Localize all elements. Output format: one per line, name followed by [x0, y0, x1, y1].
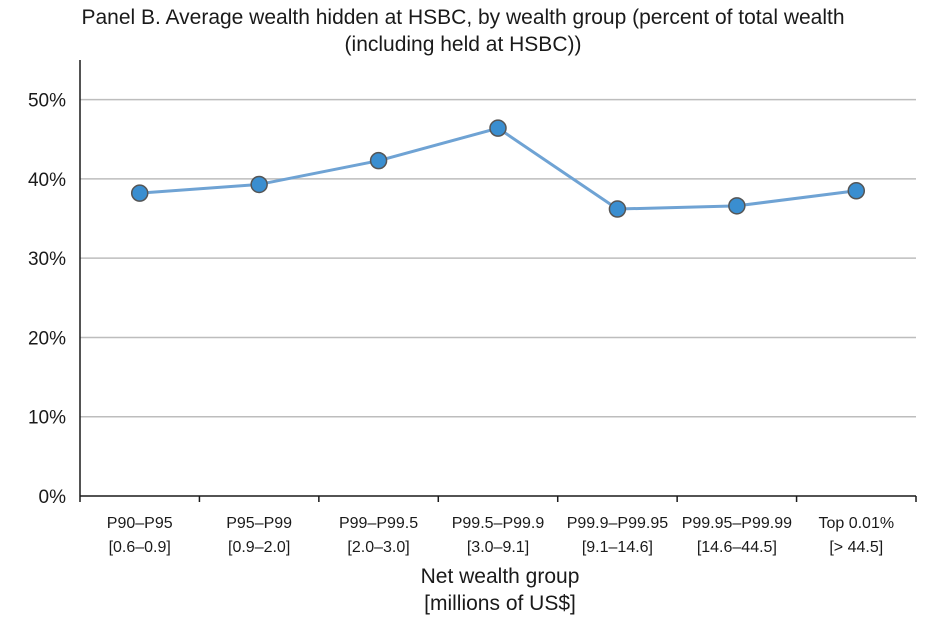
x-tick-label-range: [9.1–14.6]	[582, 539, 653, 556]
x-tick-label-group: P99–P99.5	[339, 515, 418, 532]
data-point	[608, 200, 627, 218]
chart-title-line2: (including held at HSBC))	[344, 33, 582, 56]
x-tick-label-range: [0.6–0.9]	[109, 539, 171, 556]
y-tick-label: 40%	[28, 170, 66, 191]
x-tick-label-range: [14.6–44.5]	[697, 539, 777, 556]
grid-lines	[80, 98, 916, 418]
y-tick-label: 50%	[28, 91, 66, 112]
data-point	[728, 197, 746, 215]
chart-title-line1: Panel B. Average wealth hidden at HSBC, …	[81, 6, 845, 29]
data-point	[369, 151, 388, 170]
y-tick-label: 20%	[28, 328, 66, 349]
x-tick-label-range: [0.9–2.0]	[228, 539, 290, 556]
x-axis: P90–P95 [0.6–0.9] P95–P99 [0.9–2.0] P99–P99.…	[79, 495, 917, 556]
series-line	[139, 126, 857, 211]
x-tick-label-group: P95–P99	[226, 515, 292, 532]
x-tick-label-range: [2.0–3.0]	[347, 539, 409, 556]
data-point	[489, 119, 507, 137]
x-tick-label-group: P99.5–P99.9	[452, 515, 545, 532]
x-axis-title-line1: Net wealth group	[421, 565, 580, 588]
data-point	[847, 182, 866, 200]
x-tick-label-range: [> 44.5]	[829, 539, 883, 556]
series-polyline	[139, 126, 857, 211]
x-tick-label-range: [3.0–9.1]	[467, 539, 529, 556]
y-tick-label: 0%	[39, 487, 67, 508]
data-point	[130, 184, 149, 202]
x-axis-title-line2: [millions of US$]	[424, 592, 576, 615]
data-point	[250, 175, 268, 194]
y-axis: 0% 10% 20% 30% 40% 50%	[28, 60, 81, 508]
x-tick-label-group: P99.9–P99.95	[567, 515, 669, 532]
x-tick-label-group: Top 0.01%	[818, 515, 894, 532]
y-tick-label: 10%	[28, 408, 66, 429]
x-tick-label-group: P99.95–P99.99	[682, 515, 792, 532]
y-tick-label: 30%	[28, 249, 66, 270]
x-tick-label-group: P90–P95	[107, 515, 173, 532]
data-points	[130, 119, 866, 218]
chart-title: Panel B. Average wealth hidden at HSBC, …	[0, 4, 926, 58]
